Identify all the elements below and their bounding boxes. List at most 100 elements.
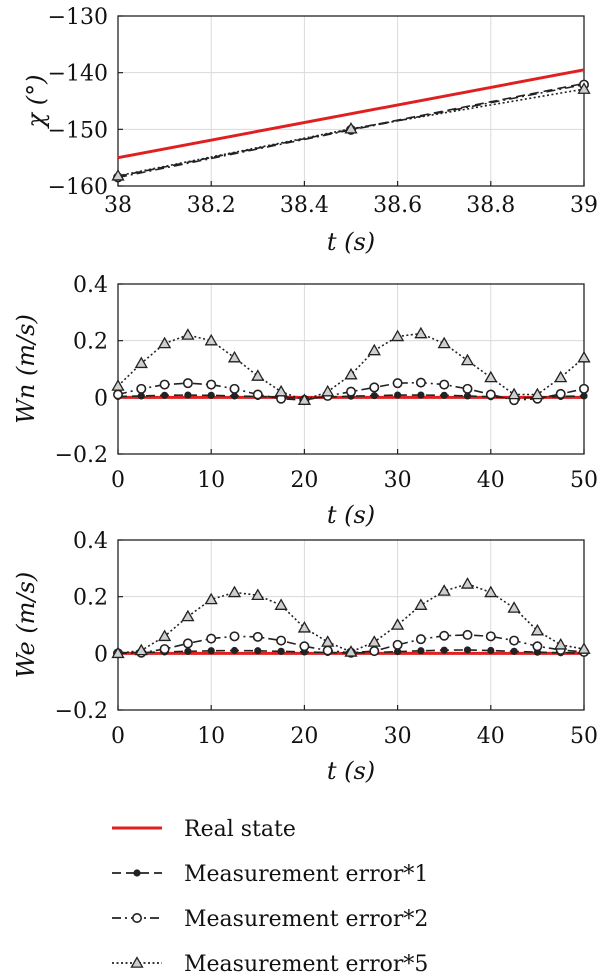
data-point bbox=[437, 584, 451, 596]
data-point bbox=[439, 630, 450, 641]
data-point bbox=[370, 392, 378, 400]
data-point bbox=[463, 392, 472, 400]
data-point bbox=[252, 631, 263, 642]
y-axis-label: Wn (m/s) bbox=[12, 314, 40, 424]
x-tick-label: 38.8 bbox=[466, 193, 515, 218]
data-point bbox=[321, 384, 335, 397]
data-point bbox=[507, 387, 521, 400]
data-point bbox=[227, 585, 242, 598]
data-point bbox=[297, 621, 312, 633]
data-point bbox=[344, 645, 358, 657]
legend-label: Measurement error*2 bbox=[184, 907, 428, 932]
y-tick-label: 0.2 bbox=[73, 586, 108, 611]
data-point bbox=[206, 379, 217, 390]
data-point bbox=[485, 389, 496, 400]
x-tick-label: 40 bbox=[477, 724, 505, 749]
data-point bbox=[367, 343, 381, 356]
data-point bbox=[276, 635, 287, 646]
data-point bbox=[230, 392, 239, 400]
data-point bbox=[414, 326, 428, 339]
data-point bbox=[460, 577, 475, 589]
data-point bbox=[484, 370, 498, 383]
legend-marker bbox=[133, 869, 141, 877]
legend-label: Real state bbox=[184, 817, 296, 842]
plot-frame bbox=[117, 15, 585, 187]
data-point bbox=[530, 623, 545, 636]
data-point bbox=[136, 383, 147, 394]
data-point bbox=[159, 379, 170, 390]
data-point bbox=[554, 638, 568, 650]
x-axis-label: t (s) bbox=[327, 757, 375, 785]
data-point bbox=[369, 646, 380, 657]
x-tick-label: 38.4 bbox=[280, 193, 329, 218]
series-line bbox=[117, 83, 585, 179]
x-tick-label: 38.6 bbox=[373, 193, 422, 218]
chart-panel-2: 0 10 20 30 40 500.40.20−0.2t (s)Wn (m/s) bbox=[12, 273, 598, 529]
x-tick-label: 20 bbox=[290, 468, 318, 493]
data-point bbox=[274, 384, 288, 397]
data-point bbox=[369, 382, 380, 393]
chart-panel-3: 0 10 20 30 40 500.40.20−0.2t (s)We (m/s) bbox=[12, 529, 598, 785]
legend-marker bbox=[130, 956, 144, 968]
data-point bbox=[181, 328, 195, 340]
data-point bbox=[207, 391, 215, 399]
data-point bbox=[415, 377, 426, 388]
data-point bbox=[251, 369, 265, 381]
y-tick-label: 0 bbox=[94, 386, 108, 411]
data-point bbox=[181, 609, 195, 622]
data-point bbox=[274, 598, 288, 610]
data-point bbox=[390, 329, 405, 342]
x-tick-label: 50 bbox=[570, 724, 598, 749]
data-point bbox=[321, 635, 335, 647]
data-point bbox=[134, 643, 148, 656]
data-point bbox=[532, 641, 543, 652]
y-tick-label: −140 bbox=[48, 62, 108, 87]
data-point bbox=[344, 367, 358, 380]
series-line bbox=[117, 82, 585, 178]
x-tick-label: 10 bbox=[197, 724, 225, 749]
data-point bbox=[510, 647, 518, 655]
data-point bbox=[394, 391, 402, 399]
data-point bbox=[161, 391, 169, 399]
series-line bbox=[117, 332, 585, 402]
x-tick-label: 0 bbox=[111, 724, 125, 749]
data-point bbox=[252, 389, 263, 400]
x-tick-label: 38 bbox=[104, 193, 132, 218]
series-triangle-3 bbox=[111, 326, 591, 405]
legend-label: Measurement error*5 bbox=[184, 952, 428, 976]
y-tick-label: 0 bbox=[94, 642, 108, 667]
y-tick-label: −150 bbox=[48, 118, 108, 143]
data-point bbox=[577, 642, 591, 654]
x-tick-label: 10 bbox=[197, 468, 225, 493]
legend: Real state Measurement error*1 Measurement… bbox=[112, 817, 428, 976]
data-point bbox=[111, 646, 125, 659]
data-point bbox=[415, 634, 426, 645]
x-tick-label: 30 bbox=[384, 724, 412, 749]
data-point bbox=[111, 168, 125, 181]
data-point bbox=[204, 333, 218, 346]
series-line bbox=[117, 394, 585, 400]
data-point bbox=[554, 370, 568, 383]
data-point bbox=[299, 641, 310, 652]
data-point bbox=[322, 645, 333, 656]
legend-label: Measurement error*1 bbox=[184, 862, 428, 887]
x-tick-label: 38.2 bbox=[187, 193, 236, 218]
data-point bbox=[463, 646, 472, 654]
data-point bbox=[578, 383, 589, 394]
y-tick-label: 0.2 bbox=[73, 330, 108, 355]
data-point bbox=[507, 601, 521, 613]
legend-entry: Measurement error*2 bbox=[112, 907, 428, 932]
y-tick-label: −0.2 bbox=[55, 443, 108, 468]
data-point bbox=[229, 631, 240, 642]
data-point bbox=[204, 592, 218, 605]
data-point bbox=[439, 379, 450, 390]
data-point bbox=[580, 392, 588, 400]
data-point bbox=[487, 646, 495, 655]
data-point bbox=[462, 383, 473, 394]
y-tick-label: −0.2 bbox=[55, 699, 108, 724]
data-point bbox=[484, 585, 498, 598]
data-point bbox=[392, 639, 403, 650]
data-point bbox=[344, 121, 358, 134]
data-point bbox=[440, 646, 448, 654]
